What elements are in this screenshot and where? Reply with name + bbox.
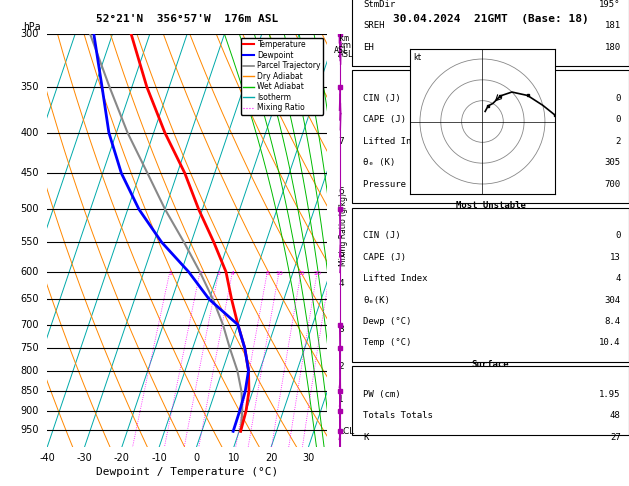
Text: CIN (J): CIN (J) xyxy=(364,94,401,103)
Legend: Temperature, Dewpoint, Parcel Trajectory, Dry Adiabat, Wet Adiabat, Isotherm, Mi: Temperature, Dewpoint, Parcel Trajectory… xyxy=(241,38,323,115)
Text: 0: 0 xyxy=(615,94,621,103)
Text: 400: 400 xyxy=(20,128,39,138)
Text: Surface: Surface xyxy=(472,360,509,369)
Text: SREH: SREH xyxy=(364,21,385,30)
Text: 20: 20 xyxy=(313,271,321,276)
Text: Totals Totals: Totals Totals xyxy=(364,411,433,420)
Bar xyxy=(352,70,629,203)
Text: PW (cm): PW (cm) xyxy=(364,390,401,399)
Text: 181: 181 xyxy=(604,21,621,30)
Text: Temp (°C): Temp (°C) xyxy=(364,338,412,347)
Text: 800: 800 xyxy=(20,365,39,376)
Text: 2: 2 xyxy=(615,137,621,146)
Text: ASL: ASL xyxy=(338,50,354,58)
Text: km: km xyxy=(338,41,351,50)
Text: -20: -20 xyxy=(114,453,130,463)
Text: 10: 10 xyxy=(276,271,283,276)
Text: 0: 0 xyxy=(193,453,199,463)
Bar xyxy=(352,0,629,66)
Text: Pressure (mb): Pressure (mb) xyxy=(364,180,433,189)
Text: CAPE (J): CAPE (J) xyxy=(364,253,406,261)
Text: 900: 900 xyxy=(20,406,39,416)
Text: 4: 4 xyxy=(338,278,344,288)
Text: 7: 7 xyxy=(338,137,344,146)
Text: 5: 5 xyxy=(338,250,344,259)
Text: 700: 700 xyxy=(604,180,621,189)
Text: 1: 1 xyxy=(338,395,344,404)
Text: 3: 3 xyxy=(217,271,221,276)
Text: θₑ(K): θₑ(K) xyxy=(364,295,390,305)
Text: CIN (J): CIN (J) xyxy=(364,231,401,240)
Text: θₑ (K): θₑ (K) xyxy=(364,158,396,167)
Text: 850: 850 xyxy=(20,386,39,397)
Text: -30: -30 xyxy=(77,453,92,463)
Text: 30: 30 xyxy=(303,453,314,463)
Text: 305: 305 xyxy=(604,158,621,167)
Text: 195°: 195° xyxy=(599,0,621,9)
Text: 4: 4 xyxy=(230,271,235,276)
Text: 2: 2 xyxy=(338,362,344,371)
Text: 0: 0 xyxy=(615,231,621,240)
Text: 2: 2 xyxy=(198,271,202,276)
Text: 8.4: 8.4 xyxy=(604,317,621,326)
Text: 650: 650 xyxy=(20,295,39,304)
Text: 0: 0 xyxy=(615,115,621,124)
Text: LCL: LCL xyxy=(338,427,355,436)
Text: K: K xyxy=(364,433,369,442)
Text: -10: -10 xyxy=(151,453,167,463)
Text: 1: 1 xyxy=(168,271,172,276)
Text: -40: -40 xyxy=(39,453,55,463)
Text: 600: 600 xyxy=(20,267,39,277)
Text: 13: 13 xyxy=(610,253,621,261)
Text: EH: EH xyxy=(364,43,374,52)
Text: 350: 350 xyxy=(20,82,39,92)
Text: Dewp (°C): Dewp (°C) xyxy=(364,317,412,326)
Text: 450: 450 xyxy=(20,168,39,178)
Text: CAPE (J): CAPE (J) xyxy=(364,115,406,124)
Text: 8: 8 xyxy=(265,271,269,276)
Text: 27: 27 xyxy=(610,433,621,442)
Text: 1.95: 1.95 xyxy=(599,390,621,399)
Text: StmDir: StmDir xyxy=(364,0,396,9)
Text: 550: 550 xyxy=(20,237,39,247)
Text: 304: 304 xyxy=(604,295,621,305)
Text: 30.04.2024  21GMT  (Base: 18): 30.04.2024 21GMT (Base: 18) xyxy=(392,14,589,24)
Text: Lifted Index: Lifted Index xyxy=(364,274,428,283)
Text: 180: 180 xyxy=(604,43,621,52)
Text: Mixing Ratio (g/kg): Mixing Ratio (g/kg) xyxy=(340,193,348,266)
Text: 48: 48 xyxy=(610,411,621,420)
Text: 3: 3 xyxy=(338,325,344,334)
Text: kt: kt xyxy=(414,53,422,62)
Text: 950: 950 xyxy=(20,424,39,434)
Text: 500: 500 xyxy=(20,204,39,214)
Text: 700: 700 xyxy=(20,320,39,330)
Text: 20: 20 xyxy=(265,453,277,463)
Text: Hodograph: Hodograph xyxy=(467,64,515,73)
Text: km: km xyxy=(339,34,349,43)
Text: 10: 10 xyxy=(228,453,240,463)
Text: 52°21'N  356°57'W  176m ASL: 52°21'N 356°57'W 176m ASL xyxy=(96,14,278,24)
Text: 6: 6 xyxy=(338,187,344,196)
Text: Dewpoint / Temperature (°C): Dewpoint / Temperature (°C) xyxy=(96,467,278,477)
Text: Lifted Index: Lifted Index xyxy=(364,137,428,146)
Text: 10.4: 10.4 xyxy=(599,338,621,347)
Text: 4: 4 xyxy=(615,274,621,283)
Text: 300: 300 xyxy=(20,29,39,39)
Text: hPa: hPa xyxy=(23,21,41,32)
Text: Most Unstable: Most Unstable xyxy=(455,201,526,210)
Bar xyxy=(352,366,629,434)
Text: 750: 750 xyxy=(20,344,39,353)
Text: 15: 15 xyxy=(298,271,305,276)
Bar xyxy=(352,208,629,362)
Text: ASL: ASL xyxy=(334,46,349,55)
